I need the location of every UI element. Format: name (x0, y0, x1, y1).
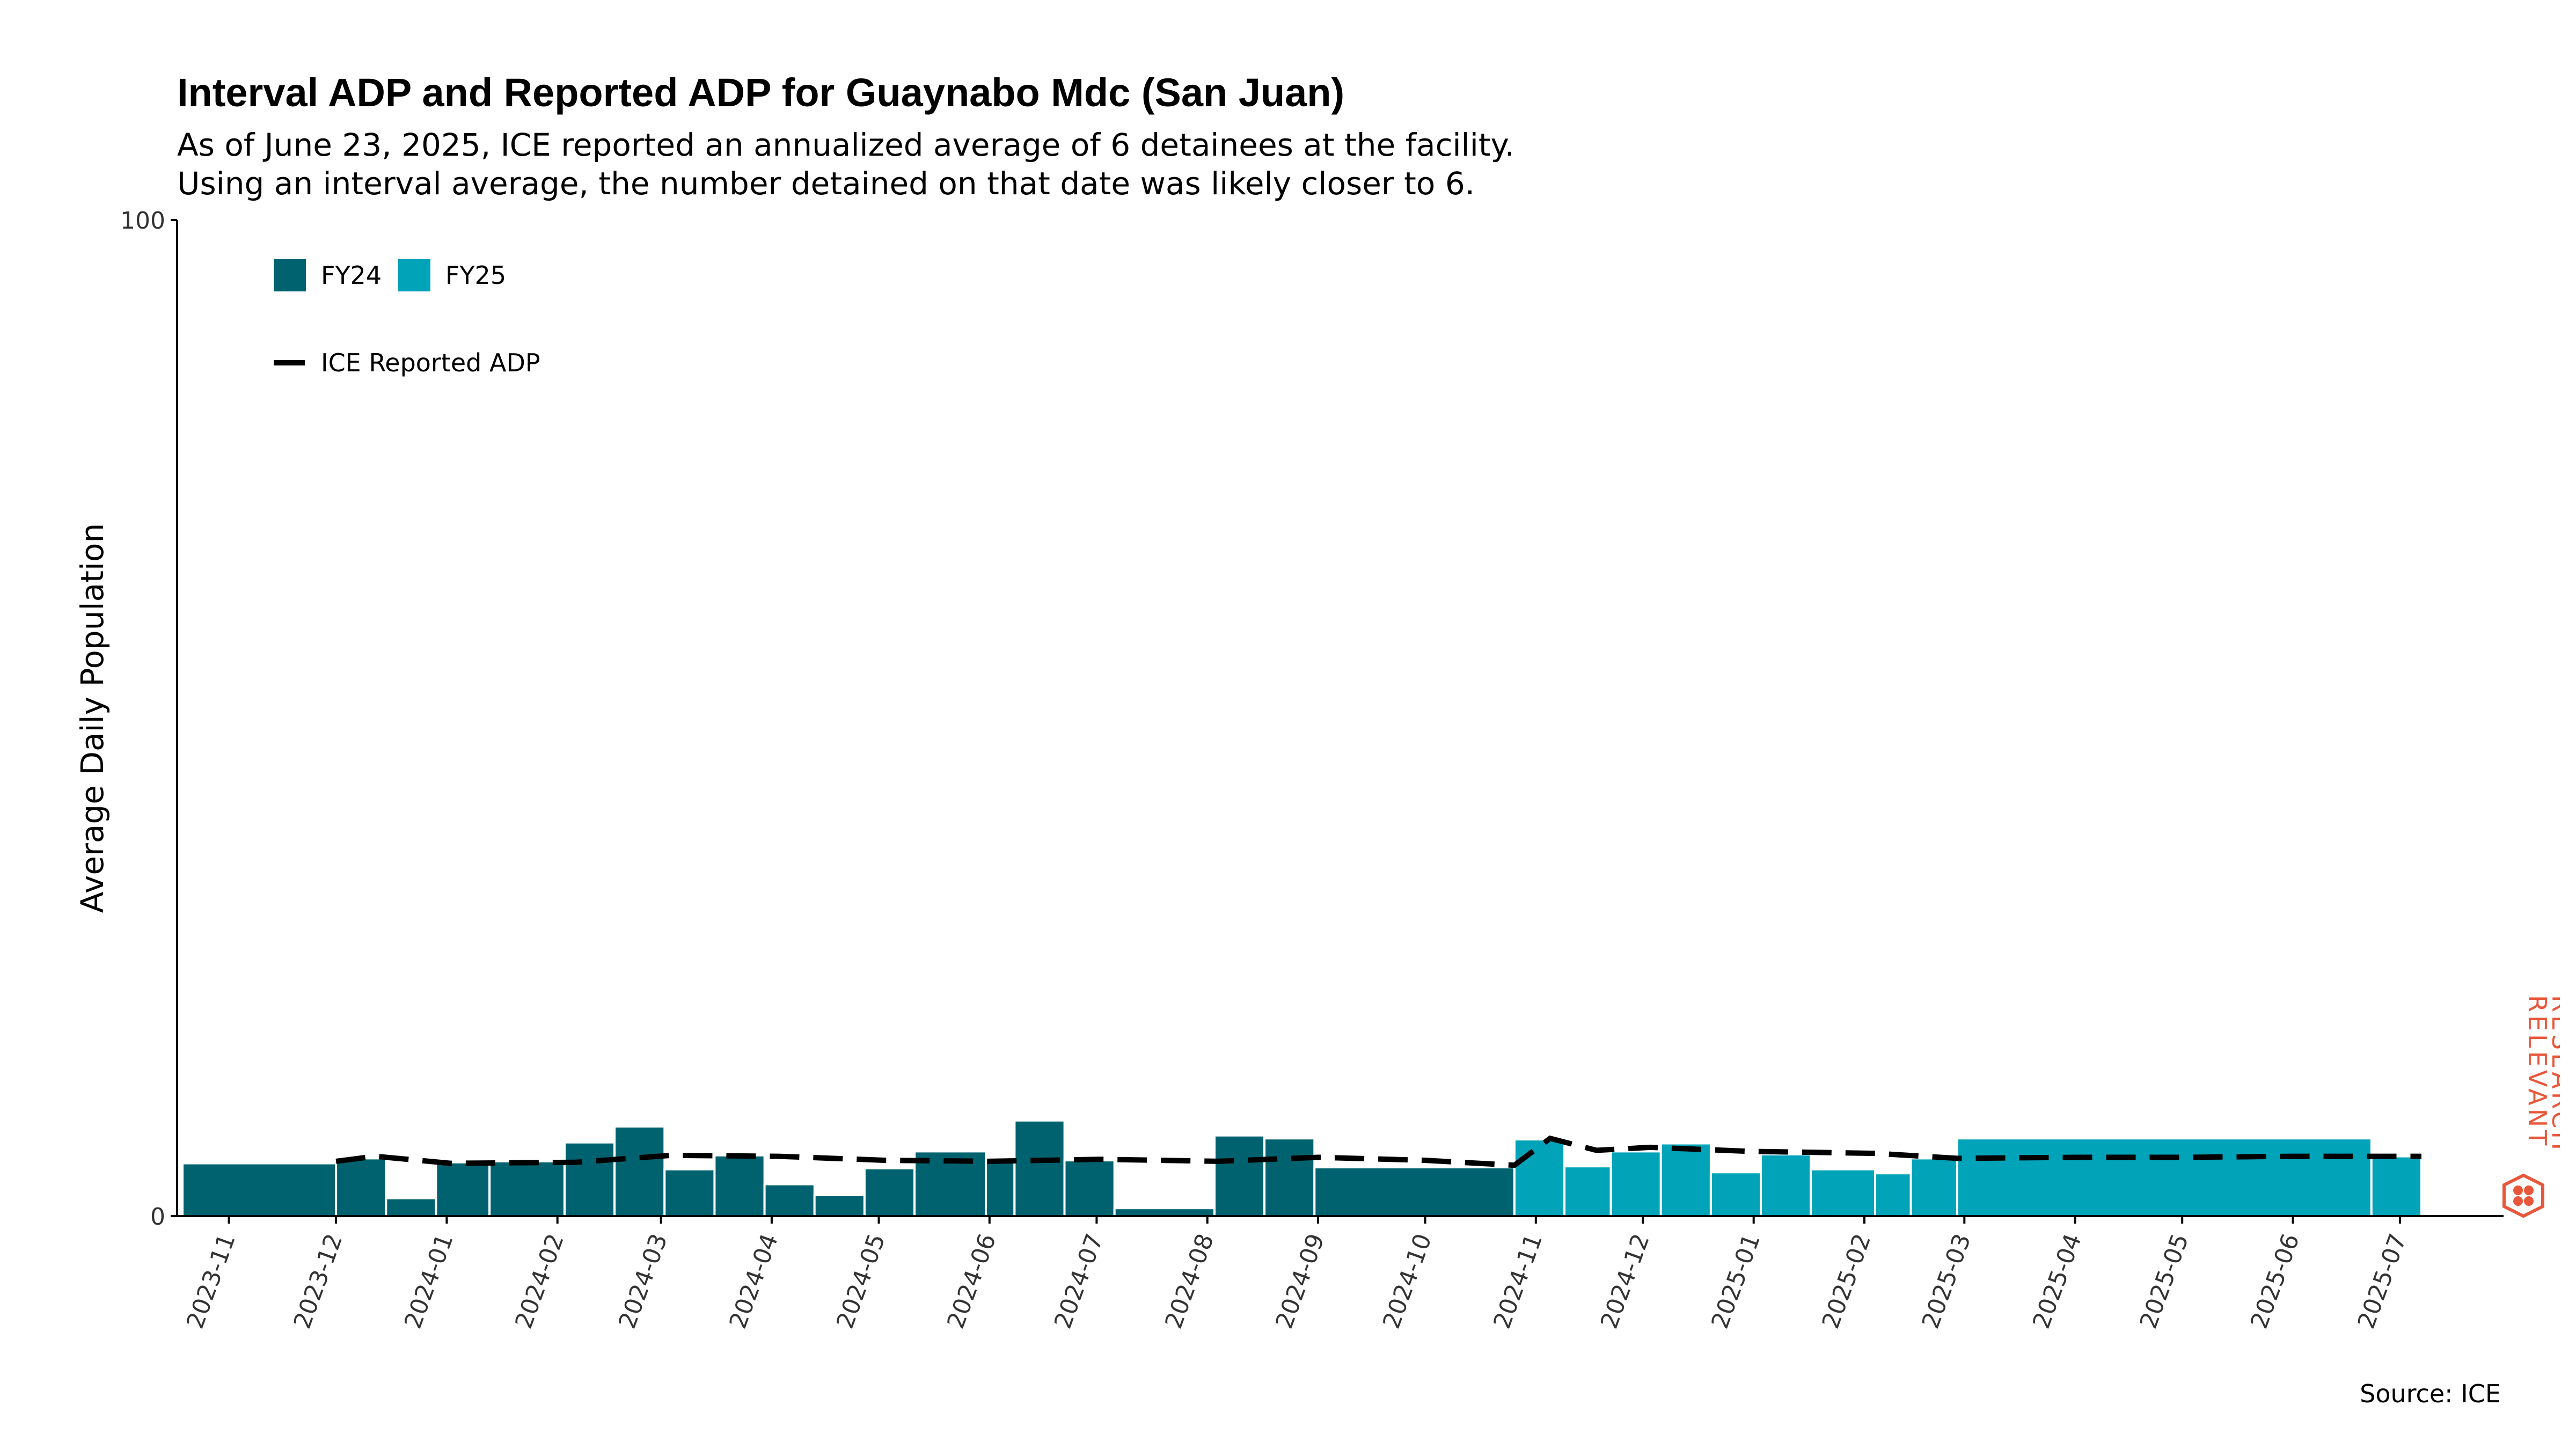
logo-hexagon-icon (2502, 1173, 2544, 1218)
x-tick-label-8: 2024-07 (1049, 1230, 1109, 1332)
x-tick-label-0: 2023-11 (181, 1230, 241, 1332)
bar-26 (1810, 1168, 1876, 1218)
bar-10 (813, 1194, 866, 1217)
bar-6 (613, 1125, 666, 1217)
legend-swatch-fy24 (274, 259, 306, 291)
x-tick-label-17: 2025-04 (2028, 1230, 2087, 1332)
x-tick-label-4: 2024-03 (613, 1230, 673, 1332)
bar-27 (1874, 1172, 1912, 1217)
legend-swatch-fy25 (398, 259, 430, 291)
x-tick-label-6: 2024-05 (831, 1230, 891, 1332)
bar-11 (863, 1167, 916, 1217)
x-tick-label-11: 2024-10 (1378, 1230, 1437, 1332)
bar-2 (385, 1197, 437, 1218)
x-tick-label-12: 2024-11 (1488, 1230, 1548, 1332)
axes-layer: 0 100 Average Daily Population (74, 207, 2504, 1231)
bar-29 (1956, 1137, 2373, 1217)
logo-text-relevant: RELEVANT (2523, 995, 2552, 1148)
y-axis-label: Average Daily Population (74, 523, 111, 913)
relevant-research-logo: RELEVANT RESEARCH (2502, 995, 2560, 1218)
x-tick-label-18: 2025-05 (2135, 1230, 2194, 1332)
bar-19 (1313, 1166, 1516, 1218)
x-ticks-layer: 2023-11 2023-12 2024-01 2024-02 2024-03 2024-… (181, 1216, 2412, 1333)
source-note: Source: ICE (2360, 1379, 2501, 1408)
x-tick-label-15: 2025-02 (1817, 1230, 1877, 1332)
reported-adp-line (335, 1135, 2421, 1168)
x-tick-label-1: 2023-12 (289, 1230, 348, 1332)
x-tick-label-10: 2024-09 (1270, 1230, 1330, 1332)
bar-14 (1013, 1119, 1066, 1218)
bar-23 (1659, 1142, 1712, 1217)
y-tick-label-0: 0 (150, 1203, 165, 1231)
bar-9 (763, 1183, 816, 1218)
y-tick-label-100: 100 (120, 207, 165, 235)
legend-label-fy24: FY24 (321, 261, 382, 290)
bar-4 (488, 1160, 566, 1217)
chart-subtitle-line-2: Using an interval average, the number de… (177, 165, 1475, 202)
x-tick-label-3: 2024-02 (510, 1230, 569, 1332)
bar-24 (1709, 1171, 1762, 1218)
bar-1 (335, 1157, 387, 1217)
chart-subtitle-line-1: As of June 23, 2025, ICE reported an ann… (177, 127, 1515, 163)
logo-text-research: RESEARCH (2546, 995, 2560, 1153)
x-tick-label-7: 2024-06 (942, 1230, 1001, 1332)
x-tick-label-2: 2024-01 (399, 1230, 459, 1332)
chart-title: Interval ADP and Reported ADP for Guayna… (177, 70, 1345, 115)
x-tick-label-14: 2025-01 (1706, 1230, 1766, 1332)
x-tick-label-16: 2025-03 (1917, 1230, 1977, 1332)
legend-label-reported-adp: ICE Reported ADP (321, 348, 540, 377)
bar-22 (1609, 1150, 1662, 1217)
bar-28 (1909, 1157, 1958, 1217)
bar-3 (435, 1161, 491, 1218)
x-tick-label-9: 2024-08 (1160, 1230, 1219, 1332)
x-tick-label-19: 2025-06 (2245, 1230, 2305, 1332)
bar-13 (985, 1161, 1016, 1218)
x-tick-label-20: 2025-07 (2353, 1230, 2412, 1332)
bar-5 (564, 1141, 616, 1217)
legend-label-fy25: FY25 (445, 261, 506, 290)
reported-adp-layer (335, 1135, 2421, 1168)
bar-25 (1760, 1153, 1812, 1217)
logo-wordmark: RELEVANT RESEARCH (2523, 995, 2560, 1153)
bar-17 (1213, 1134, 1266, 1217)
bar-7 (663, 1168, 716, 1218)
bar-20 (1513, 1138, 1566, 1218)
bar-15 (1063, 1159, 1116, 1218)
bar-16 (1113, 1207, 1216, 1217)
legend: FY24 FY25 ICE Reported ADP (274, 259, 540, 377)
bar-18 (1263, 1137, 1316, 1217)
x-tick-label-13: 2024-12 (1596, 1230, 1655, 1332)
bar-8 (713, 1154, 766, 1218)
bar-21 (1563, 1165, 1612, 1217)
bar-30 (2370, 1155, 2423, 1218)
bars-layer (181, 1119, 2423, 1218)
x-tick-label-5: 2024-04 (724, 1230, 784, 1332)
bar-0 (181, 1162, 338, 1218)
